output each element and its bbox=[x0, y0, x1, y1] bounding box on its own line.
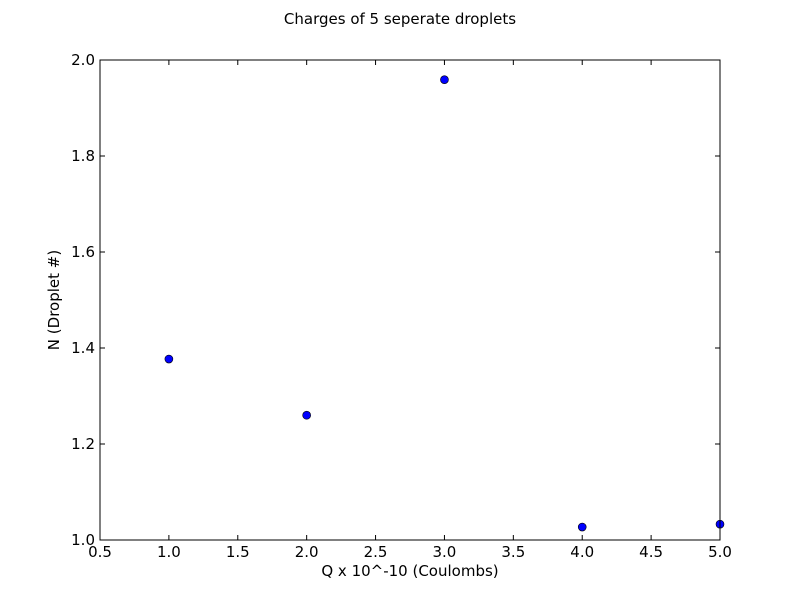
x-tick-label: 2.0 bbox=[295, 543, 319, 561]
x-tick-label: 4.5 bbox=[639, 543, 663, 561]
chart-title: Charges of 5 seperate droplets bbox=[284, 10, 516, 28]
x-tick-label: 2.5 bbox=[364, 543, 388, 561]
plot-frame bbox=[99, 59, 721, 541]
x-tick-label: 1.5 bbox=[226, 543, 250, 561]
x-tick-label: 3.0 bbox=[433, 543, 457, 561]
x-tick-label: 3.5 bbox=[501, 543, 525, 561]
data-points bbox=[164, 75, 725, 532]
x-tick-label: 5.0 bbox=[708, 543, 732, 561]
x-tick-label: 4.0 bbox=[570, 543, 594, 561]
x-tick-label: 1.0 bbox=[157, 543, 181, 561]
y-tick-label: 1.4 bbox=[71, 339, 95, 357]
y-tick-label: 1.0 bbox=[71, 531, 95, 549]
y-axis-label: N (Droplet #) bbox=[45, 250, 63, 350]
y-tick-label: 1.2 bbox=[71, 435, 95, 453]
y-tick-label: 1.6 bbox=[71, 243, 95, 261]
data-point bbox=[302, 410, 311, 420]
tick-group: 0.5 1.0 1.5 2.0 2.5 3.0 3.5 4.0 4.5 5.01.01.21.41… bbox=[71, 51, 732, 561]
data-point bbox=[164, 354, 174, 364]
x-tick-label: 0.5 bbox=[88, 543, 112, 561]
data-point bbox=[577, 522, 587, 532]
y-tick-label: 1.8 bbox=[71, 147, 95, 165]
x-axis-label: Q x 10^-10 (Coulombs) bbox=[321, 562, 498, 580]
y-tick-label: 2.0 bbox=[71, 51, 95, 69]
data-point bbox=[440, 75, 449, 84]
